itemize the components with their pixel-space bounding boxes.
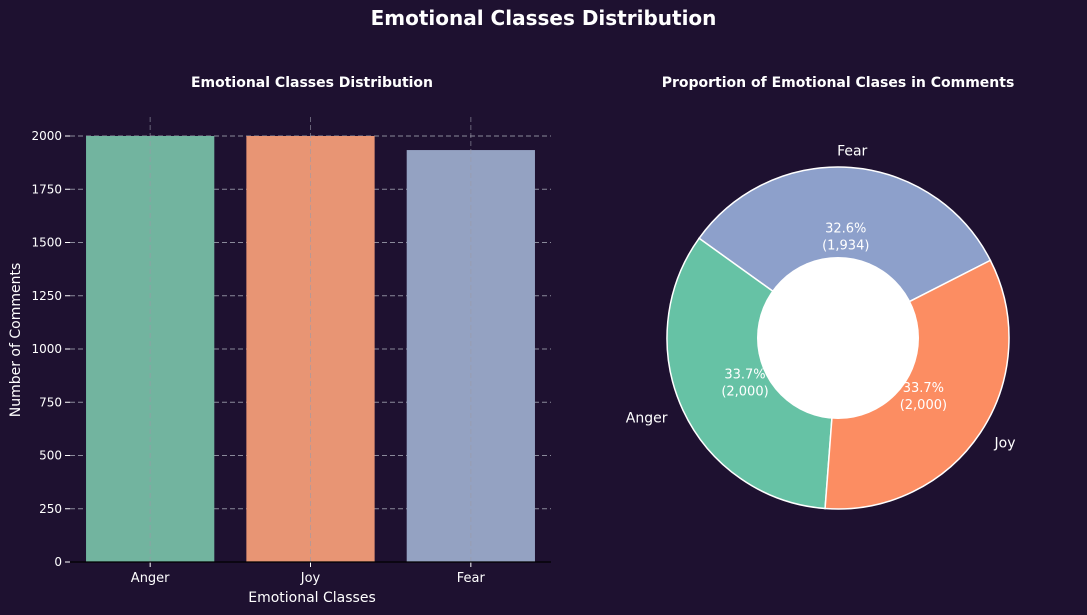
bar-y-tick-label: 1750: [31, 182, 62, 196]
bar-bars: [86, 117, 535, 563]
figure-title: Emotional Classes Distribution: [370, 6, 717, 30]
bar-chart-title: Emotional Classes Distribution: [191, 75, 433, 91]
bar-y-tick-label: 1500: [31, 236, 62, 250]
bar-y-tick-label: 750: [39, 395, 62, 409]
bar-y-tick-label: 0: [54, 555, 62, 569]
bar-y-axis-label: Number of Comments: [8, 263, 24, 418]
bar-y-tick-label: 2000: [31, 129, 62, 143]
bar-y-tick-label: 500: [39, 449, 62, 463]
bar-x-tick-label: Joy: [300, 571, 321, 586]
bar-y-tick-label: 1000: [31, 342, 62, 356]
bar-y-tick-label: 1250: [31, 289, 62, 303]
bar-fear: [406, 150, 535, 563]
bar-y-tick-label: 250: [39, 502, 62, 516]
bar-x-axis-label: Emotional Classes: [248, 590, 376, 606]
bar-x-tick-label: Anger: [131, 571, 170, 586]
bar-x-tick-label: Fear: [457, 571, 486, 586]
bar-axes: 0 250 500 750 1000 1250 1500 1750 2000 Anger Joy Fe…: [31, 129, 551, 586]
